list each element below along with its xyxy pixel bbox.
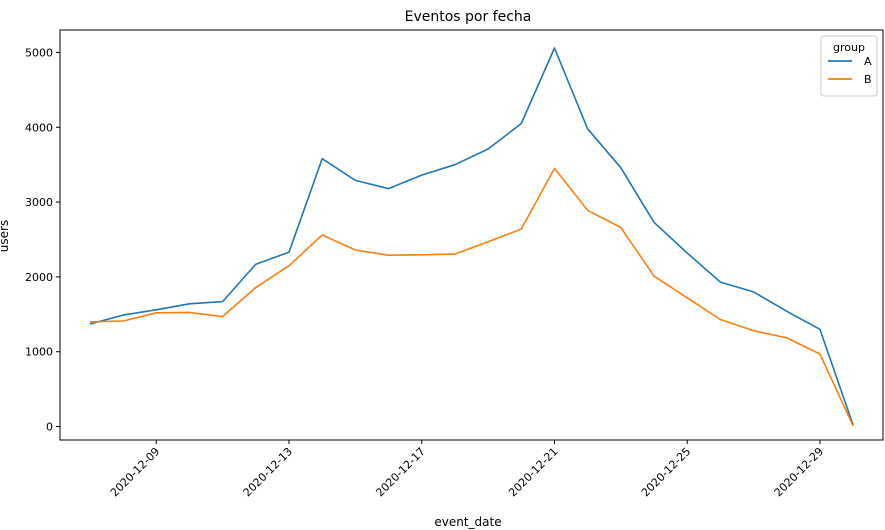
- x-tick-label: 2020-12-09: [108, 445, 162, 499]
- series-line-a: [89, 47, 854, 426]
- y-tick-label: 3000: [25, 196, 53, 209]
- legend-label-b: B: [864, 73, 872, 86]
- legend-box: [820, 35, 878, 97]
- y-tick-label: 2000: [25, 271, 53, 284]
- x-tick-label: 2020-12-25: [639, 445, 693, 499]
- y-tick-label: 5000: [25, 46, 53, 59]
- x-tick-label: 2020-12-21: [506, 445, 560, 499]
- legend: group AB: [820, 35, 878, 97]
- legend-label-a: A: [864, 55, 872, 68]
- x-axis-title: event_date: [434, 515, 501, 529]
- y-tick-label: 1000: [25, 346, 53, 359]
- chart-title: Eventos por fecha: [405, 9, 532, 25]
- x-tick-label: 2020-12-13: [241, 445, 295, 499]
- x-tick-label: 2020-12-17: [373, 445, 427, 499]
- y-tick-label: 0: [46, 421, 53, 434]
- plot-area: [89, 47, 854, 427]
- x-tick-label: 2020-12-29: [772, 445, 826, 499]
- legend-title: group: [833, 41, 865, 54]
- plot-frame: [59, 29, 884, 441]
- y-axis-title: users: [0, 220, 11, 252]
- y-tick-label: 4000: [25, 121, 53, 134]
- series-line-b: [89, 167, 854, 427]
